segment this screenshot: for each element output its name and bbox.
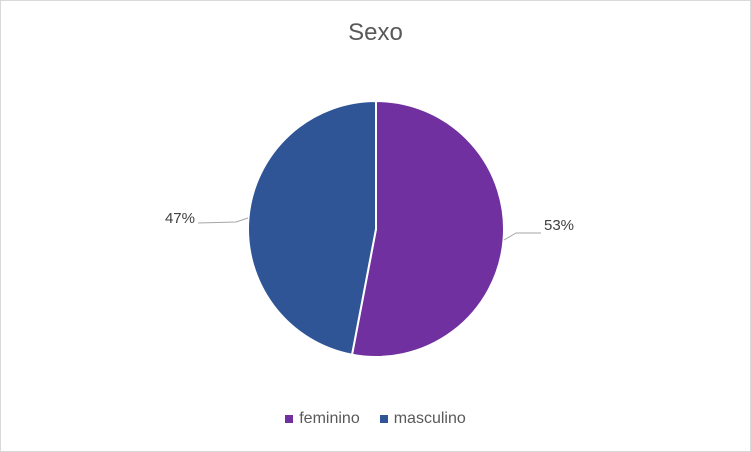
- data-label-masculino: 47%: [165, 210, 195, 227]
- pie-slice-feminino: [350, 99, 505, 358]
- legend: feminino masculino: [1, 410, 750, 428]
- chart-title: Sexo: [348, 19, 403, 46]
- pie-slice-masculino: [247, 99, 377, 356]
- legend-swatch-masculino: [379, 415, 388, 423]
- legend-swatch-feminino: [285, 415, 294, 423]
- legend-item-feminino: feminino: [285, 410, 360, 428]
- legend-item-masculino: masculino: [379, 410, 466, 428]
- legend-label-masculino: masculino: [393, 410, 466, 427]
- data-label-feminino: 53%: [544, 217, 574, 234]
- legend-label-feminino: feminino: [299, 410, 360, 427]
- leader-line-feminino: [503, 232, 541, 241]
- leader-line-masculino: [197, 217, 249, 224]
